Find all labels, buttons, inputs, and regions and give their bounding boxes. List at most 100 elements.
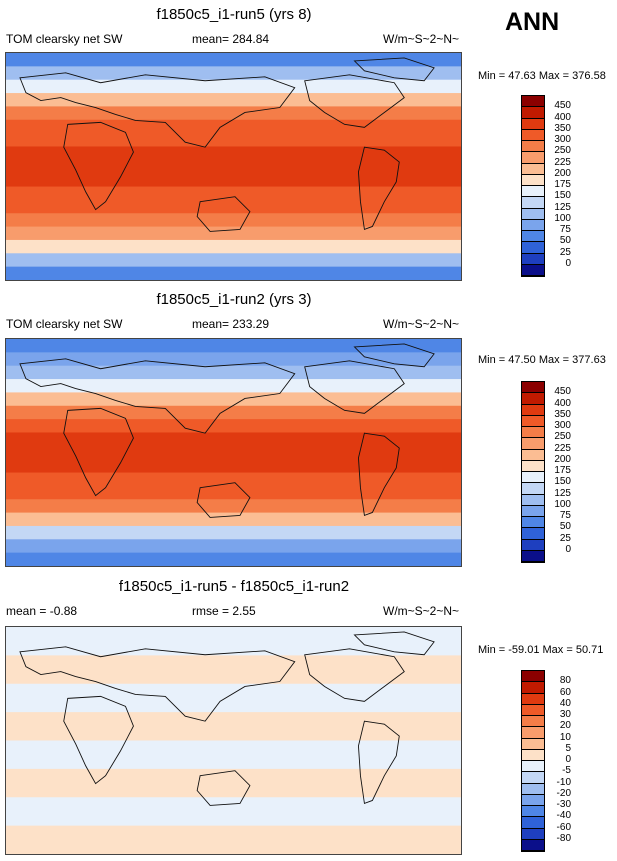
lat-band-60-70S xyxy=(6,539,461,554)
colorbar-swatch xyxy=(522,163,544,175)
colorbar-tick-label: 10 xyxy=(559,731,571,743)
coastline-2 xyxy=(196,196,251,232)
colorbar-swatch xyxy=(522,118,544,130)
coastline-3 xyxy=(304,648,405,702)
colorbar-tick-label: 20 xyxy=(559,720,571,732)
colorbar-swatch xyxy=(522,253,544,265)
lat-band-30-40N xyxy=(6,405,461,420)
colorbar-swatch xyxy=(522,197,544,209)
colorbar-swatch xyxy=(522,682,544,694)
colorbar-swatch xyxy=(522,427,544,439)
colorbar-tick-label: 0 xyxy=(565,543,571,555)
panel1-units-label: W/m~S~2~N~ xyxy=(383,32,460,46)
lat-band-40-50N xyxy=(6,106,461,121)
colorbar-tick-label: 225 xyxy=(554,442,571,454)
colorbar-swatch xyxy=(522,483,544,495)
lat-band-60-90S xyxy=(6,825,461,854)
colorbar-swatch xyxy=(522,382,544,394)
colorbar-tick-label: 400 xyxy=(554,111,571,123)
colorbar-swatch xyxy=(522,693,544,705)
lat-band-50-60S xyxy=(6,239,461,254)
panel1-variable-label: TOM clearsky net SW xyxy=(6,32,123,46)
colorbar-tick-label: 80 xyxy=(559,675,571,687)
lat-band-20-40N xyxy=(6,712,461,742)
colorbar-tick-label: 250 xyxy=(554,145,571,157)
coastline-4 xyxy=(357,720,400,805)
colorbar-tick-label: 50 xyxy=(559,235,571,247)
coastline-4 xyxy=(357,432,400,517)
colorbar-tick-label: 350 xyxy=(554,408,571,420)
colorbar-tick-label: 175 xyxy=(554,179,571,190)
lat-band-10-20S xyxy=(6,186,461,201)
colorbar-swatch xyxy=(522,152,544,164)
coastline-2 xyxy=(196,482,251,518)
colorbar-swatch xyxy=(522,704,544,716)
colorbar-swatch xyxy=(522,494,544,506)
lat-band-50-60N xyxy=(6,93,461,108)
coastline-0 xyxy=(19,646,296,722)
coastline-3 xyxy=(304,74,405,128)
colorbar-tick-label: 75 xyxy=(559,510,571,521)
lat-band-70-80N xyxy=(6,352,461,367)
colorbar-tick-label: 450 xyxy=(554,386,571,398)
panel2-variable-label: TOM clearsky net SW xyxy=(6,317,123,331)
colorbar-swatch xyxy=(522,772,544,784)
panel1-map xyxy=(5,52,462,281)
colorbar-tick-label: 125 xyxy=(554,201,571,213)
colorbar-swatch xyxy=(522,96,544,108)
colorbar-swatch xyxy=(522,208,544,220)
colorbar-tick-label: 75 xyxy=(559,224,571,235)
colorbar-tick-label: 0 xyxy=(565,754,571,765)
colorbar-swatch xyxy=(522,783,544,795)
colorbar-swatch xyxy=(522,761,544,773)
colorbar-tick-label: 60 xyxy=(559,686,571,698)
colorbar-tick-label: 100 xyxy=(554,212,571,224)
colorbar-tick-label: 175 xyxy=(554,465,571,476)
lat-band-20-40S xyxy=(6,768,461,798)
colorbar-tick-label: -20 xyxy=(556,787,571,799)
colorbar-swatch xyxy=(522,242,544,254)
lat-band-80-90N xyxy=(6,339,461,353)
lat-band-0-10S xyxy=(6,173,461,188)
colorbar-tick-label: 300 xyxy=(554,420,571,431)
colorbar-swatch xyxy=(522,749,544,761)
colorbar-swatch xyxy=(522,528,544,540)
lat-band-60-70N xyxy=(6,79,461,94)
panel3-rmse-label: rmse = 2.55 xyxy=(192,604,256,618)
panel2-units-label: W/m~S~2~N~ xyxy=(383,317,460,331)
colorbar-swatch xyxy=(522,141,544,153)
lat-band-10-20N xyxy=(6,432,461,447)
colorbar-swatch xyxy=(522,716,544,728)
colorbar-tick-label: 400 xyxy=(554,397,571,409)
lat-band-50-60S xyxy=(6,525,461,540)
lat-band-70-90S xyxy=(6,266,461,280)
panel1-title: f1850c5_i1-run5 (yrs 8) xyxy=(156,6,312,23)
colorbar-tick-label: 5 xyxy=(565,742,571,754)
colorbar-tick-label: -40 xyxy=(556,810,571,822)
colorbar-swatch xyxy=(522,671,544,683)
colorbar-swatch xyxy=(522,828,544,840)
lat-band-20-30S xyxy=(6,485,461,500)
lat-band-40-50N xyxy=(6,392,461,407)
colorbar-swatch xyxy=(522,460,544,472)
lat-band-40-50S xyxy=(6,226,461,241)
lat-band-60-70N xyxy=(6,365,461,380)
colorbar-tick-label: 40 xyxy=(559,697,571,709)
lat-band-0-10S xyxy=(6,459,461,474)
lat-band-80-90N xyxy=(6,53,461,67)
panel3-units-label: W/m~S~2~N~ xyxy=(383,604,460,618)
colorbar-tick-label: -80 xyxy=(556,832,571,844)
lat-band-30-40N xyxy=(6,119,461,134)
colorbar-tick-label: 450 xyxy=(554,100,571,112)
lat-band-20-30N xyxy=(6,133,461,148)
coastline-4 xyxy=(357,146,400,231)
colorbar-swatch xyxy=(522,472,544,484)
lat-band-60-80N xyxy=(6,655,461,685)
lat-band-0-10N xyxy=(6,159,461,174)
panel1-mean-label: mean= 284.84 xyxy=(192,32,270,46)
colorbar-tick-label: -30 xyxy=(556,799,571,810)
panel2-map-svg xyxy=(6,339,461,566)
lat-band-10-20N xyxy=(6,146,461,161)
colorbar-tick-label: 250 xyxy=(554,431,571,443)
panel2-mean-label: mean= 233.29 xyxy=(192,317,270,331)
